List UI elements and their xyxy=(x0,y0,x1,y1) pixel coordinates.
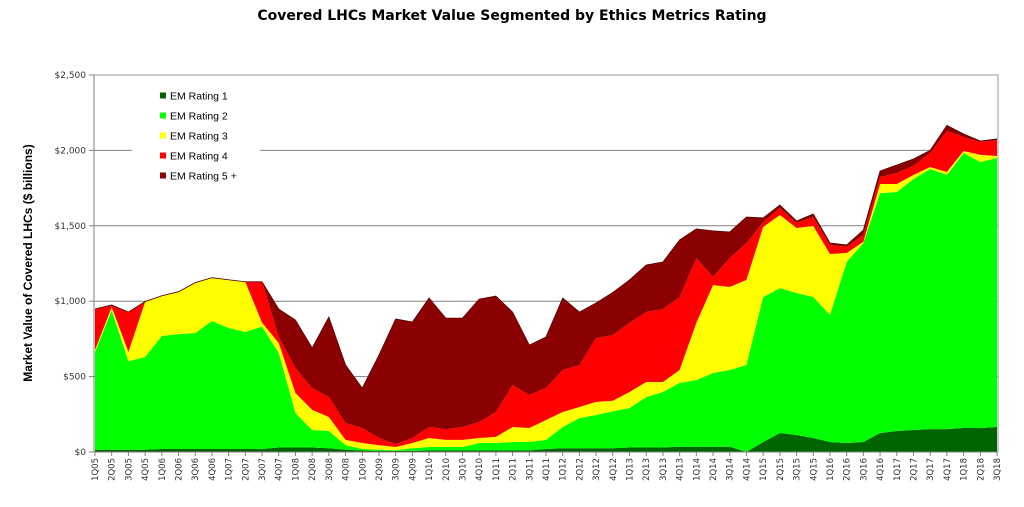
x-tick-label: 1Q05 xyxy=(91,458,101,481)
legend-item: EM Rating 5 + xyxy=(160,171,237,183)
x-tick-label: 3Q17 xyxy=(926,458,936,481)
x-tick-label: 1Q13 xyxy=(626,458,636,481)
y-tick-label: $1,500 xyxy=(55,222,87,232)
y-tick-label: $1,000 xyxy=(55,297,87,307)
x-tick-label: 3Q12 xyxy=(592,458,602,481)
x-tick-label: 1Q06 xyxy=(158,458,168,481)
x-tick-label: 4Q06 xyxy=(208,458,218,481)
legend-swatch xyxy=(160,152,166,159)
x-tick-label: 2Q05 xyxy=(108,458,118,481)
y-tick-label: $0 xyxy=(75,448,87,458)
x-tick-label: 4Q17 xyxy=(943,458,953,481)
x-tick-label: 4Q08 xyxy=(342,458,352,481)
legend-item: EM Rating 3 xyxy=(160,131,228,143)
y-axis: $0 $500 $1,000 $1,500 $2,000 $2,500 xyxy=(55,71,95,458)
x-tick-label: 3Q09 xyxy=(392,458,402,481)
x-tick-label: 3Q08 xyxy=(325,458,335,481)
legend-item: EM Rating 4 xyxy=(160,151,228,163)
legend-swatch xyxy=(160,112,166,119)
x-tick-label: 2Q06 xyxy=(175,458,185,481)
x-tick-label: 4Q10 xyxy=(475,458,485,481)
legend-label: EM Rating 4 xyxy=(170,151,228,163)
chart-title: Covered LHCs Market Value Segmented by E… xyxy=(257,8,767,24)
x-tick-label: 3Q07 xyxy=(258,458,268,481)
area-em-rating-2 xyxy=(95,152,997,452)
x-tick-label: 2Q17 xyxy=(909,458,919,481)
legend-label: EM Rating 1 xyxy=(170,91,228,103)
total-outline xyxy=(94,124,998,389)
x-tick-label: 4Q13 xyxy=(676,458,686,481)
x-tick-label: 3Q14 xyxy=(726,458,736,481)
x-tick-label: 4Q07 xyxy=(275,458,285,481)
y-axis-label: Market Value of Covered LHCs ($ billions… xyxy=(21,144,35,381)
x-tick-label: 3Q18 xyxy=(993,458,1003,481)
legend: EM Rating 1 EM Rating 2 EM Rating 3 EM Rati… xyxy=(132,86,260,186)
x-tick-label: 2Q13 xyxy=(642,458,652,481)
y-tick-label: $2,000 xyxy=(55,146,87,156)
x-tick-label: 1Q11 xyxy=(492,458,502,481)
y-tick-label: $500 xyxy=(63,373,86,383)
y-tick-label: $2,500 xyxy=(55,71,87,81)
x-tick-label: 1Q10 xyxy=(425,458,435,481)
x-tick-label: 2Q15 xyxy=(776,458,786,481)
x-tick-label: 4Q11 xyxy=(542,458,552,481)
x-axis: 1Q05 2Q05 3Q05 4Q05 1Q06 2Q06 3Q06 4Q06 1Q07 2Q07… xyxy=(91,451,1003,481)
x-tick-label: 1Q09 xyxy=(358,458,368,481)
x-tick-label: 1Q16 xyxy=(826,458,836,481)
legend-label: EM Rating 5 + xyxy=(170,171,237,183)
legend-item: EM Rating 2 xyxy=(160,111,228,123)
x-tick-label: 2Q12 xyxy=(575,458,585,481)
x-tick-label: 2Q16 xyxy=(843,458,853,481)
x-tick-label: 3Q16 xyxy=(859,458,869,481)
legend-swatch xyxy=(160,172,166,179)
legend-background xyxy=(132,86,260,186)
area-em-rating-5 xyxy=(95,125,997,445)
x-tick-label: 4Q16 xyxy=(876,458,886,481)
area-em-rating-3 xyxy=(95,151,997,451)
x-tick-label: 4Q15 xyxy=(809,458,819,481)
x-tick-label: 4Q14 xyxy=(742,458,752,481)
x-tick-label: 2Q14 xyxy=(709,458,719,481)
x-tick-label: 4Q12 xyxy=(609,458,619,481)
x-tick-label: 2Q10 xyxy=(442,458,452,481)
x-tick-label: 3Q10 xyxy=(458,458,468,481)
legend-swatch xyxy=(160,132,166,139)
x-tick-label: 2Q18 xyxy=(976,458,986,481)
legend-swatch xyxy=(160,92,166,99)
x-tick-label: 2Q07 xyxy=(241,458,251,481)
legend-label: EM Rating 3 xyxy=(170,131,228,143)
area-em-rating-1 xyxy=(95,426,997,452)
x-tick-label: 3Q05 xyxy=(124,458,134,481)
x-tick-label: 2Q09 xyxy=(375,458,385,481)
x-tick-label: 2Q08 xyxy=(308,458,318,481)
x-tick-label: 1Q15 xyxy=(759,458,769,481)
x-tick-label: 4Q05 xyxy=(141,458,151,481)
legend-item: EM Rating 1 xyxy=(160,91,228,103)
stacked-areas xyxy=(94,124,998,452)
legend-label: EM Rating 2 xyxy=(170,111,228,123)
x-tick-label: 3Q06 xyxy=(191,458,201,481)
x-tick-label: 1Q07 xyxy=(225,458,235,481)
x-tick-label: 1Q12 xyxy=(559,458,569,481)
x-tick-label: 4Q09 xyxy=(408,458,418,481)
x-tick-label: 2Q11 xyxy=(509,458,519,481)
x-tick-label: 3Q11 xyxy=(525,458,535,481)
x-tick-label: 1Q08 xyxy=(291,458,301,481)
x-tick-label: 1Q18 xyxy=(960,458,970,481)
x-tick-label: 1Q17 xyxy=(893,458,903,481)
x-tick-label: 3Q13 xyxy=(659,458,669,481)
x-tick-label: 1Q14 xyxy=(692,458,702,481)
x-tick-label: 3Q15 xyxy=(793,458,803,481)
